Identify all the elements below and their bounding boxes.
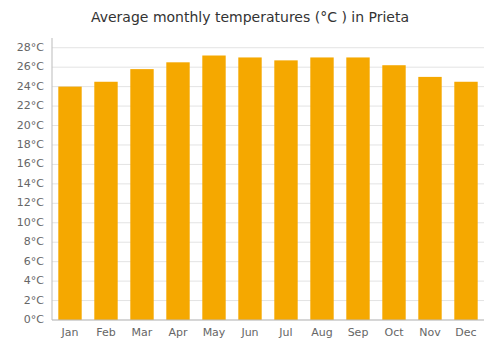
bar	[94, 82, 117, 320]
bar	[346, 57, 369, 320]
grid-line	[52, 47, 484, 48]
y-tick-label: 16°C	[17, 157, 44, 170]
y-tick-label: 20°C	[17, 119, 44, 132]
grid-line	[52, 320, 484, 321]
bar	[238, 57, 261, 320]
y-grid	[52, 48, 484, 320]
x-tick-label: May	[203, 326, 226, 339]
x-tick-label: Jun	[240, 326, 258, 339]
x-tick-label: Dec	[455, 326, 476, 339]
x-tick-label: Mar	[132, 326, 153, 339]
bar	[58, 87, 81, 320]
y-tick-label: 2°C	[24, 294, 44, 307]
y-tick-labels: 0°C 2°C 4°C 6°C 8°C 10°C 12°C 14°C 16°C 18°C 20°C 2…	[17, 41, 44, 326]
x-tick-label: Apr	[168, 326, 188, 339]
y-tick-label: 24°C	[17, 80, 44, 93]
y-tick-label: 26°C	[17, 60, 44, 73]
y-tick-label: 14°C	[17, 177, 44, 190]
bar	[202, 56, 225, 320]
chart-container: 0°C 2°C 4°C 6°C 8°C 10°C 12°C 14°C 16°C 18°C 20°C 2…	[0, 0, 500, 350]
bar	[418, 77, 441, 320]
bar	[310, 57, 333, 320]
y-tick-label: 18°C	[17, 138, 44, 151]
bar	[274, 60, 297, 320]
x-tick-label: Jul	[278, 326, 292, 339]
y-tick-label: 0°C	[24, 313, 44, 326]
title: Average monthly temperatures (°C ) in Pr…	[91, 9, 409, 25]
bar	[382, 65, 405, 320]
x-tick-label: Sep	[348, 326, 369, 339]
x-tick-label: Jan	[61, 326, 79, 339]
x-tick-labels: Jan Feb Mar Apr May Jun Jul Aug Sep Oct Nov Dec	[61, 326, 477, 339]
chart: 0°C 2°C 4°C 6°C 8°C 10°C 12°C 14°C 16°C 18°C 20°C 2…	[0, 0, 500, 350]
y-tick-label: 22°C	[17, 99, 44, 112]
x-tick-label: Nov	[419, 326, 441, 339]
y-tick-label: 28°C	[17, 41, 44, 54]
x-axis-line	[52, 320, 484, 321]
x-tick-label: Oct	[384, 326, 404, 339]
y-tick-label: 6°C	[24, 255, 44, 268]
bars	[58, 56, 477, 320]
bar	[130, 69, 153, 320]
y-tick-label: 8°C	[24, 235, 44, 248]
background	[0, 0, 500, 350]
bar	[454, 82, 477, 320]
grid-line	[52, 67, 484, 68]
y-tick-label: 4°C	[24, 274, 44, 287]
y-tick-label: 10°C	[17, 216, 44, 229]
x-tick-label: Aug	[311, 326, 332, 339]
y-tick-label: 12°C	[17, 196, 44, 209]
x-tick-label: Feb	[96, 326, 115, 339]
y-axis-line	[52, 38, 53, 320]
bar	[166, 62, 189, 320]
